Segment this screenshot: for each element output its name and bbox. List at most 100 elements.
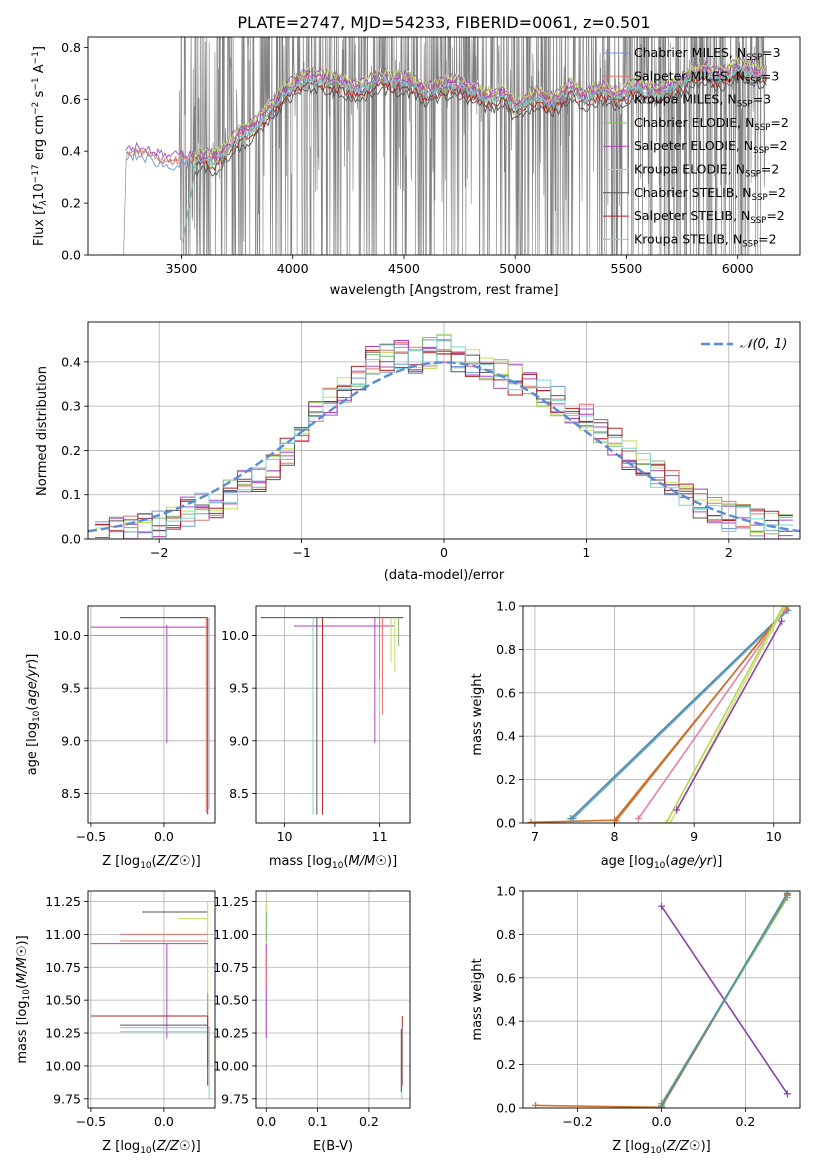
y-tick-label: 10.25 [213, 1026, 249, 1041]
x-tick-label: 11 [372, 829, 388, 844]
legend-label: 𝒩(0, 1) [740, 337, 787, 352]
legend-label: Chabrier STELIB, NSSP=2 [634, 185, 786, 203]
y-tick-label: 11.00 [213, 927, 249, 942]
x-axis-label: Z [log10(Z/Z☉)] [102, 854, 200, 871]
y-tick-label: 9.5 [229, 681, 249, 696]
x-tick-label: 3500 [166, 261, 198, 276]
axes-frame [87, 36, 801, 256]
model-spectrum-line-4 [182, 67, 767, 243]
x-tick-label: −1 [292, 545, 310, 560]
x-axis-label: mass [log10(M/M☉)] [269, 854, 397, 871]
x-axis-label: (data-model)/error [384, 568, 505, 583]
y-tick-label: 10.75 [213, 960, 249, 975]
age_vs_mass-plot-area [260, 617, 404, 815]
y-tick-label: 0.4 [61, 354, 81, 369]
x-tick-label: 6000 [722, 261, 754, 276]
weight_vs_Z-plot-area [532, 891, 791, 1108]
weight-marker [662, 819, 670, 823]
y-axis-label: mass [log10(M/M☉)] [15, 935, 32, 1063]
y-tick-label: 0.8 [61, 40, 81, 55]
residual-legend: 𝒩(0, 1) [701, 337, 787, 352]
legend-label: Chabrier MILES, NSSP=3 [634, 45, 781, 63]
legend-label: Kroupa STELIB, NSSP=2 [634, 231, 777, 249]
y-tick-label: 0.4 [61, 144, 81, 159]
y-axis-label: mass weight [470, 673, 485, 755]
x-tick-label: 9 [690, 829, 698, 844]
y-tick-label: 9.0 [229, 733, 249, 748]
legend-label: Kroupa ELODIE, NSSP=2 [634, 162, 779, 180]
y-tick-label: 11.00 [45, 927, 81, 942]
axes-frame [522, 605, 801, 824]
mass_vs_Z-plot-area [90, 901, 210, 1099]
x-tick-label: 0.0 [256, 1114, 276, 1129]
x-tick-label: 0 [440, 545, 448, 560]
weight-marker [658, 1102, 665, 1108]
x-tick-label: 4500 [388, 261, 420, 276]
x-axis-label: age [log10(age/yr)] [601, 854, 723, 871]
y-tick-label: 0.8 [496, 642, 516, 657]
residual-histogram-9 [95, 334, 793, 539]
weight-marker [783, 891, 791, 897]
weight-marker [658, 902, 665, 910]
weight-line-6 [665, 606, 785, 823]
mass_vs_EBV-plot-area [265, 901, 403, 1099]
y-tick-label: 11.25 [213, 894, 249, 909]
y-tick-label: 0.3 [61, 399, 81, 414]
spectrum-legend: Chabrier MILES, NSSP=3 Salpeter MILES, NS… [603, 45, 789, 249]
weight-line-1 [572, 609, 789, 820]
x-tick-label: 0.0 [154, 829, 174, 844]
weight-line-4 [615, 607, 787, 822]
axes-frame [255, 890, 411, 1109]
gaussian-curve [88, 361, 800, 533]
x-tick-label: 8 [611, 829, 619, 844]
residuals-axes: −2 −1 0 1 2 0.0 0.1 0.2 0.3 0.4 𝒩(0, 1) (data-model… [35, 321, 801, 583]
y-tick-label: 0.2 [496, 1057, 516, 1072]
mass_vs_EBV-axes: 0.0 0.1 0.2 9.75 10.00 10.25 10.50 10.75 11.00 11… [213, 890, 411, 1154]
x-tick-label: 5500 [611, 261, 643, 276]
model-spectrum-line-8 [182, 67, 768, 243]
model-spectrum-line-6 [182, 55, 768, 243]
weight-marker [781, 606, 789, 610]
legend-label: Salpeter ELODIE, NSSP=2 [634, 138, 788, 156]
y-tick-label: 0.2 [496, 772, 516, 787]
weight_vs_Z-axes: −0.2 0.0 0.2 0.0 0.2 0.4 0.6 0.8 1.0 mass weight Z… [470, 884, 801, 1156]
x-axis-label: wavelength [Angstrom, rest frame] [330, 283, 559, 298]
legend-label: Salpeter MILES, NSSP=3 [634, 68, 779, 86]
y-tick-label: 8.5 [61, 786, 81, 801]
y-tick-label: 1.0 [496, 884, 516, 899]
weight-marker [783, 1090, 791, 1098]
y-tick-label: 0.6 [61, 92, 81, 107]
y-axis-label: age [log10(age/yr)] [25, 654, 42, 776]
spectrum-axes: 3500 4000 4500 5000 5500 6000 0.0 0.2 0.4 0.6 0.8 C… [31, 36, 801, 298]
weight-line-5 [637, 609, 785, 820]
x-tick-label: 7 [531, 829, 539, 844]
weight-marker [778, 617, 786, 625]
y-tick-label: 9.5 [61, 681, 81, 696]
x-tick-label: 0.2 [359, 1114, 379, 1129]
y-tick-label: 10.00 [45, 1058, 81, 1073]
weight_vs_age-plot-area [527, 606, 792, 823]
axes-frame [87, 605, 216, 824]
y-tick-label: 8.5 [229, 786, 249, 801]
weight_vs_age-axes: 7 8 9 10 0.0 0.2 0.4 0.6 0.8 1.0 mass weight age [l… [470, 599, 801, 871]
x-tick-label: 0.2 [735, 1114, 755, 1129]
model-spectrum-line-9 [182, 63, 767, 243]
weight-marker [527, 818, 535, 823]
y-tick-label: 9.75 [53, 1091, 81, 1106]
y-tick-label: 0.6 [496, 970, 516, 985]
axes-frame [522, 890, 801, 1109]
y-tick-label: 10.25 [45, 1026, 81, 1041]
y-axis-label: Normed distribution [35, 366, 50, 496]
y-tick-label: 0.0 [496, 816, 516, 831]
x-tick-label: 0.0 [652, 1114, 672, 1129]
axes-frame [255, 605, 411, 824]
x-tick-label: −0.5 [76, 829, 106, 844]
mass_vs_Z-axes: −0.5 0.0 9.75 10.00 10.25 10.50 10.75 11.00 11.2… [15, 890, 216, 1156]
y-tick-label: 0.8 [496, 927, 516, 942]
residuals-plot-area [88, 333, 800, 539]
age_vs_Z-plot-area [90, 617, 210, 815]
y-tick-label: 9.0 [61, 733, 81, 748]
residual-histogram-8 [95, 349, 793, 539]
y-tick-label: 0.2 [61, 196, 81, 211]
